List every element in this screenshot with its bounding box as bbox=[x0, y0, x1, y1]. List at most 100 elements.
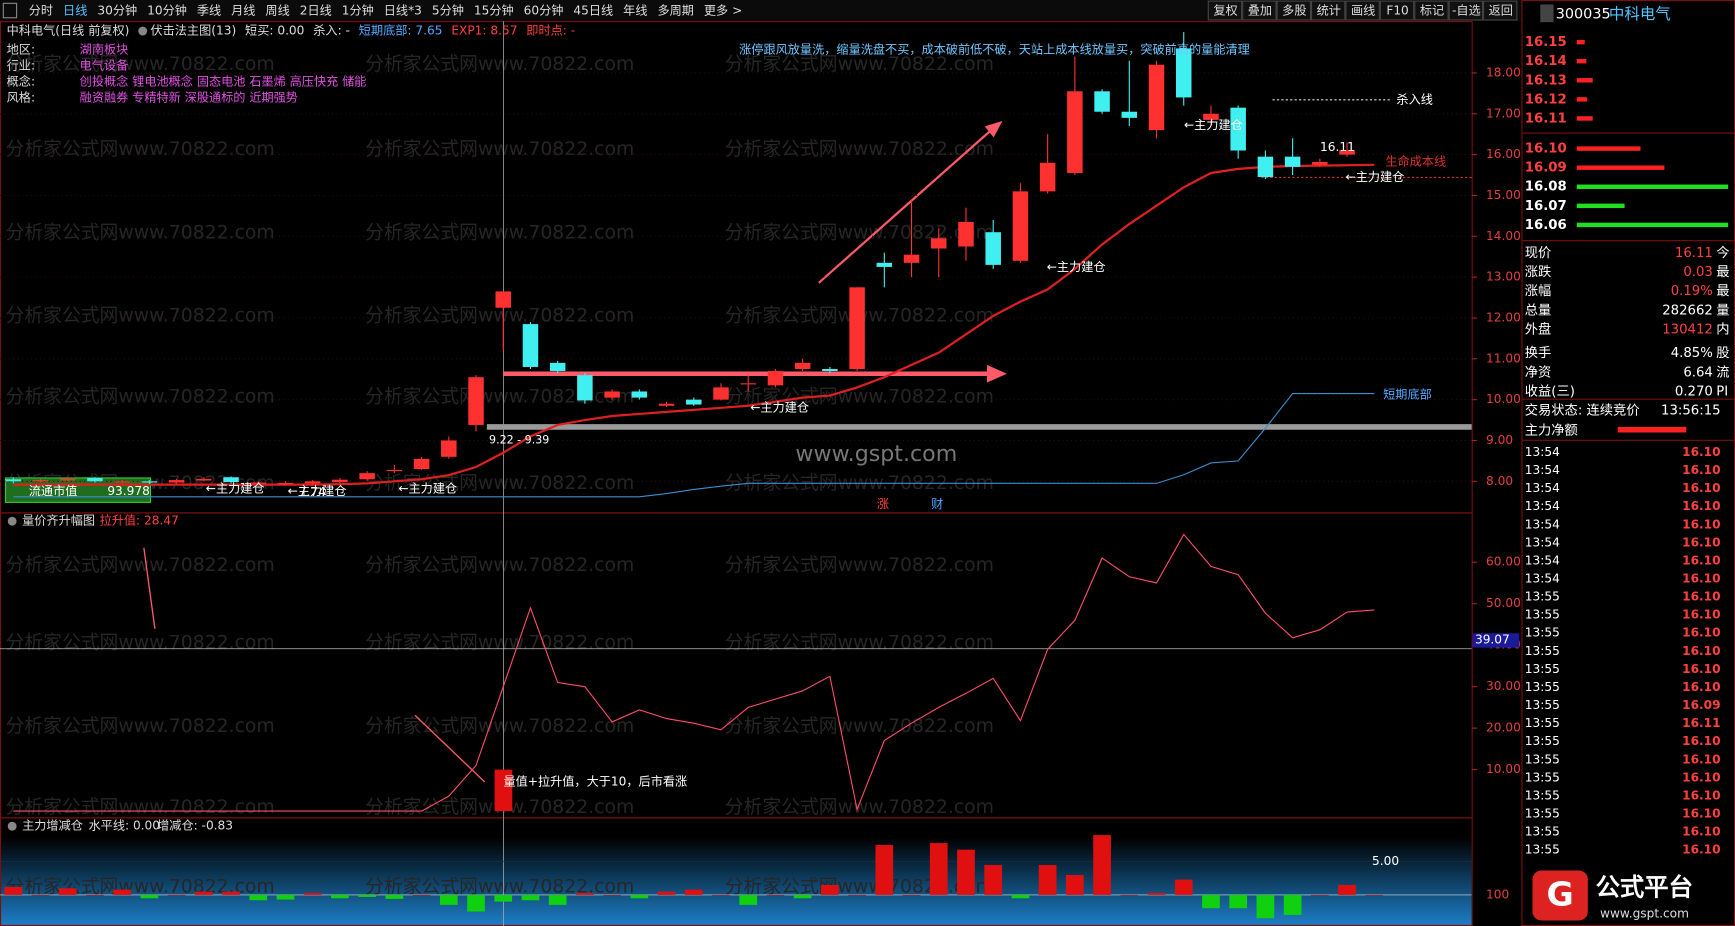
tab[interactable]: 分时 bbox=[29, 4, 53, 18]
menu-icon[interactable] bbox=[2, 2, 18, 19]
build-label: ←主力建仓 bbox=[1184, 118, 1243, 132]
toolbar-button[interactable] bbox=[1414, 0, 1449, 21]
candle-body bbox=[822, 369, 838, 372]
build-label: ←主力建仓 bbox=[206, 482, 265, 496]
tab[interactable]: 10分钟 bbox=[147, 3, 187, 18]
tab[interactable]: 日线 bbox=[63, 4, 87, 18]
candle-body bbox=[495, 291, 511, 308]
toolbar-button[interactable] bbox=[1276, 0, 1311, 21]
candle-body bbox=[277, 482, 294, 485]
toolbar-button-label[interactable]: F10 bbox=[1386, 4, 1408, 18]
watermark: 分析家公式网www.70822.com bbox=[725, 715, 994, 737]
panel-label: 拉升值: 28.47 bbox=[100, 513, 179, 528]
toolbar-button-label[interactable]: 画线 bbox=[1351, 4, 1375, 18]
tab[interactable]: 2日线 bbox=[300, 4, 332, 18]
tab[interactable]: 45日线 bbox=[573, 4, 613, 18]
candle-body bbox=[1312, 161, 1328, 165]
flow-bar bbox=[358, 894, 376, 897]
trade-price: 16.10 bbox=[1682, 608, 1720, 622]
flow-bar bbox=[303, 892, 322, 895]
trade-price: 16.10 bbox=[1682, 445, 1720, 459]
flow-bar bbox=[1310, 894, 1329, 896]
flow-bar bbox=[603, 894, 621, 896]
code-badge bbox=[1540, 4, 1554, 23]
toolbar-button[interactable] bbox=[1483, 0, 1518, 21]
flow-bg bbox=[0, 837, 1472, 926]
toolbar-button-label[interactable]: 标记 bbox=[1420, 4, 1444, 18]
info-label: 行业: bbox=[7, 58, 35, 72]
flow-bar bbox=[630, 894, 649, 899]
net-label: 主力净额 bbox=[1525, 422, 1578, 438]
flow-bar bbox=[331, 894, 349, 899]
stat-suffix: 流 bbox=[1716, 364, 1729, 380]
y-tick-label: 11.00 bbox=[1486, 351, 1521, 365]
tab[interactable]: 5分钟 bbox=[432, 3, 464, 18]
candle-body bbox=[468, 377, 484, 425]
candle-body bbox=[332, 479, 348, 483]
candle-body bbox=[87, 478, 103, 482]
candle-body bbox=[1175, 48, 1192, 98]
cap-label: 流通市值 bbox=[29, 483, 78, 498]
tab[interactable]: 年线 bbox=[623, 4, 647, 18]
trade-time: 13:55 bbox=[1525, 626, 1560, 640]
flow-bar bbox=[412, 894, 431, 896]
toolbar-button[interactable] bbox=[1310, 0, 1346, 21]
toolbar-button-label[interactable]: 叠加 bbox=[1248, 4, 1272, 18]
stat-suffix: 今 bbox=[1716, 245, 1729, 261]
candle-body bbox=[1039, 162, 1056, 192]
toolbar-button-label[interactable]: 复权 bbox=[1213, 4, 1237, 18]
toolbar-button-label[interactable]: 返回 bbox=[1489, 4, 1513, 18]
toolbar-button[interactable] bbox=[1242, 0, 1277, 21]
candle-body bbox=[522, 324, 539, 367]
tab[interactable]: 60分钟 bbox=[524, 3, 564, 18]
book-price: 16.15 bbox=[1525, 35, 1567, 50]
y-tick-label: 15.00 bbox=[1486, 188, 1521, 202]
tab[interactable]: 多周期 bbox=[657, 4, 693, 18]
bottom-label: 短期底部 bbox=[1383, 386, 1432, 401]
toolbar-button[interactable] bbox=[1379, 0, 1415, 21]
toolbar-button-label[interactable]: 多股 bbox=[1282, 4, 1306, 18]
candle-body bbox=[1339, 150, 1355, 155]
tab[interactable]: 30分钟 bbox=[97, 3, 137, 18]
candle-body bbox=[1067, 91, 1083, 173]
toolbar-button[interactable] bbox=[1207, 0, 1243, 21]
candle-body bbox=[931, 238, 947, 249]
candle-body bbox=[1012, 191, 1029, 261]
trade-time: 13:54 bbox=[1525, 571, 1560, 585]
trade-time: 13:55 bbox=[1525, 716, 1560, 730]
flow-bar bbox=[385, 894, 404, 899]
y-tick-label: 20.00 bbox=[1486, 721, 1521, 735]
tab[interactable]: 15分钟 bbox=[474, 3, 514, 18]
tab[interactable]: 1分钟 bbox=[342, 3, 374, 18]
candle-body bbox=[413, 458, 430, 470]
trade-price: 16.10 bbox=[1682, 626, 1720, 640]
trade-price: 16.09 bbox=[1682, 698, 1720, 712]
flow-bar bbox=[1120, 894, 1139, 896]
toolbar-button[interactable] bbox=[1448, 0, 1484, 21]
toolbar-bg bbox=[0, 0, 1522, 22]
trade-price: 16.10 bbox=[1682, 463, 1720, 477]
tab[interactable]: 季线 bbox=[197, 4, 221, 18]
toolbar-button[interactable] bbox=[1345, 0, 1380, 21]
toolbar-button-label[interactable]: 统计 bbox=[1317, 4, 1341, 18]
watermark: 分析家公式网www.70822.com bbox=[365, 53, 634, 75]
book-price: 16.08 bbox=[1525, 180, 1567, 195]
candle-body bbox=[794, 362, 811, 370]
tab[interactable]: 日线*3 bbox=[384, 4, 422, 18]
watermark: 分析家公式网www.70822.com bbox=[365, 138, 634, 160]
trade-time: 13:55 bbox=[1525, 843, 1560, 857]
tab[interactable]: 月线 bbox=[231, 4, 255, 18]
flow-bar bbox=[58, 888, 77, 895]
flow-bar bbox=[467, 894, 485, 912]
tab[interactable]: 周线 bbox=[265, 4, 289, 18]
flow-bar bbox=[793, 894, 812, 899]
candle-body bbox=[658, 403, 675, 406]
toolbar-button-label[interactable]: -自选 bbox=[1452, 4, 1481, 18]
cap-box bbox=[4, 477, 152, 503]
flow-bar bbox=[548, 894, 567, 905]
tab[interactable]: 更多 > bbox=[704, 4, 742, 18]
trade-price: 16.10 bbox=[1682, 535, 1720, 549]
y-tick-label: 8.00 bbox=[1486, 474, 1513, 488]
y-tick-label: 10.00 bbox=[1486, 762, 1521, 776]
